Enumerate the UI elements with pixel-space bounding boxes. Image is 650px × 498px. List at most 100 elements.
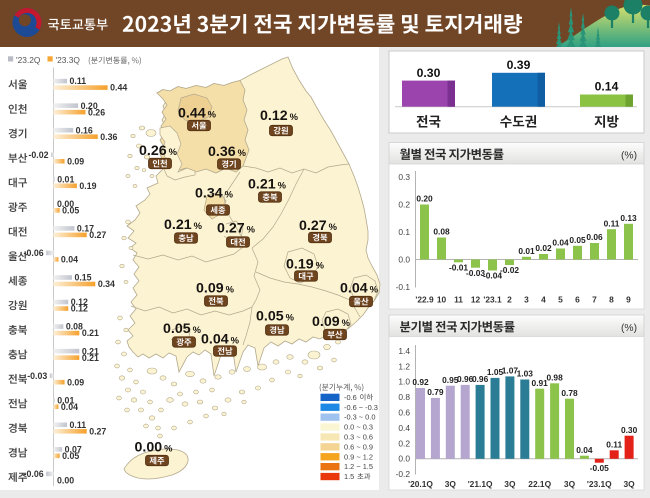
svg-text:0.2: 0.2 [398,199,410,209]
svg-text:-0.02: -0.02 [28,150,48,160]
svg-text:0.21: 0.21 [82,353,99,363]
svg-text:-0.04: -0.04 [483,271,502,281]
svg-text:0.6 ~ 0.9: 0.6 ~ 0.9 [344,442,373,451]
svg-text:3Q: 3Q [445,479,457,489]
svg-text:9: 9 [626,294,631,304]
svg-text:1.03: 1.03 [517,369,534,379]
svg-text:'23.1: '23.1 [483,294,502,304]
svg-text:0.78: 0.78 [561,388,578,398]
svg-text:0.12: 0.12 [71,304,88,314]
svg-text:0.27%: 0.27% [217,221,256,237]
svg-text:0.11: 0.11 [70,76,87,86]
svg-text:0.9 ~ 1.2: 0.9 ~ 1.2 [344,452,373,461]
svg-text:-0.2: -0.2 [396,469,411,479]
svg-text:0.04%: 0.04% [340,281,379,297]
svg-text:1.4: 1.4 [398,346,410,356]
svg-text:0.14: 0.14 [595,80,619,94]
svg-text:-0.03: -0.03 [27,371,47,381]
svg-text:0.21%: 0.21% [164,217,203,233]
svg-text:-0.05: -0.05 [590,463,609,473]
svg-text:0.39: 0.39 [507,58,531,72]
svg-text:0.16: 0.16 [76,125,93,135]
svg-text:0.17: 0.17 [77,224,94,234]
svg-text:0.30: 0.30 [621,425,638,435]
svg-text:3Q: 3Q [564,479,576,489]
svg-text:0.05: 0.05 [62,205,79,215]
svg-text:-0.6: -0.6 [344,393,357,402]
svg-text:0.44: 0.44 [110,83,127,93]
svg-text:0.19: 0.19 [79,181,96,191]
svg-text:6: 6 [575,294,580,304]
svg-text:0.05: 0.05 [569,235,586,245]
svg-text:0.34%: 0.34% [195,186,234,202]
svg-text:0.11: 0.11 [70,420,87,430]
svg-text:'23.3Q: '23.3Q [56,55,81,65]
svg-text:0.36: 0.36 [100,132,117,142]
svg-text:0.01: 0.01 [518,246,535,256]
svg-text:0.27: 0.27 [89,426,106,436]
svg-text:0.01: 0.01 [57,395,74,405]
svg-text:0.26%: 0.26% [139,143,178,159]
svg-text:0.6: 0.6 [398,408,410,418]
svg-text:0.00: 0.00 [57,476,74,486]
svg-text:0.04: 0.04 [61,255,78,265]
svg-text:0.79: 0.79 [427,387,444,397]
svg-text:-0.02: -0.02 [500,265,519,275]
svg-text:0.21%: 0.21% [248,177,287,193]
svg-text:1.07: 1.07 [502,366,519,376]
svg-text:0.95: 0.95 [442,375,459,385]
svg-text:0.05%: 0.05% [256,309,295,325]
svg-text:0.96: 0.96 [472,374,489,384]
svg-text:0.15: 0.15 [74,273,91,283]
svg-text:'21.1Q: '21.1Q [468,479,493,489]
svg-text:0.21: 0.21 [82,328,99,338]
svg-text:0.12: 0.12 [71,297,88,307]
svg-text:0.01: 0.01 [57,174,74,184]
svg-text:4: 4 [541,294,546,304]
svg-text:0.20: 0.20 [81,101,98,111]
svg-text:'22.9: '22.9 [415,294,434,304]
svg-text:0.08: 0.08 [433,227,450,237]
svg-text:3Q: 3Q [504,479,516,489]
svg-text:10: 10 [437,294,447,304]
svg-text:1.2: 1.2 [398,361,410,371]
svg-text:0.92: 0.92 [412,377,429,387]
svg-text:-0.1: -0.1 [396,282,411,292]
svg-text:0.98: 0.98 [546,373,563,383]
svg-text:0.19%: 0.19% [286,257,325,273]
svg-text:5: 5 [558,294,563,304]
svg-text:7: 7 [592,294,597,304]
svg-text:0.3: 0.3 [398,172,410,182]
svg-text:0.26: 0.26 [88,107,105,117]
svg-text:0.00: 0.00 [57,199,74,209]
svg-text:'23.1Q: '23.1Q [587,479,612,489]
svg-text:3: 3 [524,294,529,304]
svg-text:0.09%: 0.09% [196,281,235,297]
svg-text:-0.3 ~ 0.0: -0.3 ~ 0.0 [344,413,375,422]
svg-text:22.1Q: 22.1Q [528,479,551,489]
svg-text:0.30: 0.30 [417,66,441,80]
svg-text:1.0: 1.0 [398,377,410,387]
svg-text:0.08: 0.08 [66,322,83,332]
svg-text:0.07: 0.07 [65,444,82,454]
svg-text:12: 12 [471,294,481,304]
svg-text:0.04: 0.04 [576,445,593,455]
svg-text:0.09: 0.09 [67,377,84,387]
svg-text:0.0 ~ 0.3: 0.0 ~ 0.3 [344,423,373,432]
svg-text:0.1: 0.1 [398,227,410,237]
svg-text:0.36%: 0.36% [208,144,247,160]
svg-text:1.05: 1.05 [487,367,504,377]
svg-text:0.21: 0.21 [82,346,99,356]
svg-text:1.5: 1.5 [344,472,354,481]
svg-text:(%): (%) [621,151,637,162]
svg-text:11: 11 [454,294,463,304]
svg-text:-0.03: -0.03 [466,268,485,278]
svg-text:0.4: 0.4 [398,423,410,433]
svg-text:0.91: 0.91 [532,378,549,388]
svg-text:1.2 ~ 1.5: 1.2 ~ 1.5 [344,462,373,471]
svg-text:0.09%: 0.09% [312,314,351,330]
svg-text:0.12%: 0.12% [260,108,299,124]
svg-text:0.11: 0.11 [606,440,622,450]
svg-text:3Q: 3Q [624,479,636,489]
svg-text:0.06: 0.06 [586,232,603,242]
